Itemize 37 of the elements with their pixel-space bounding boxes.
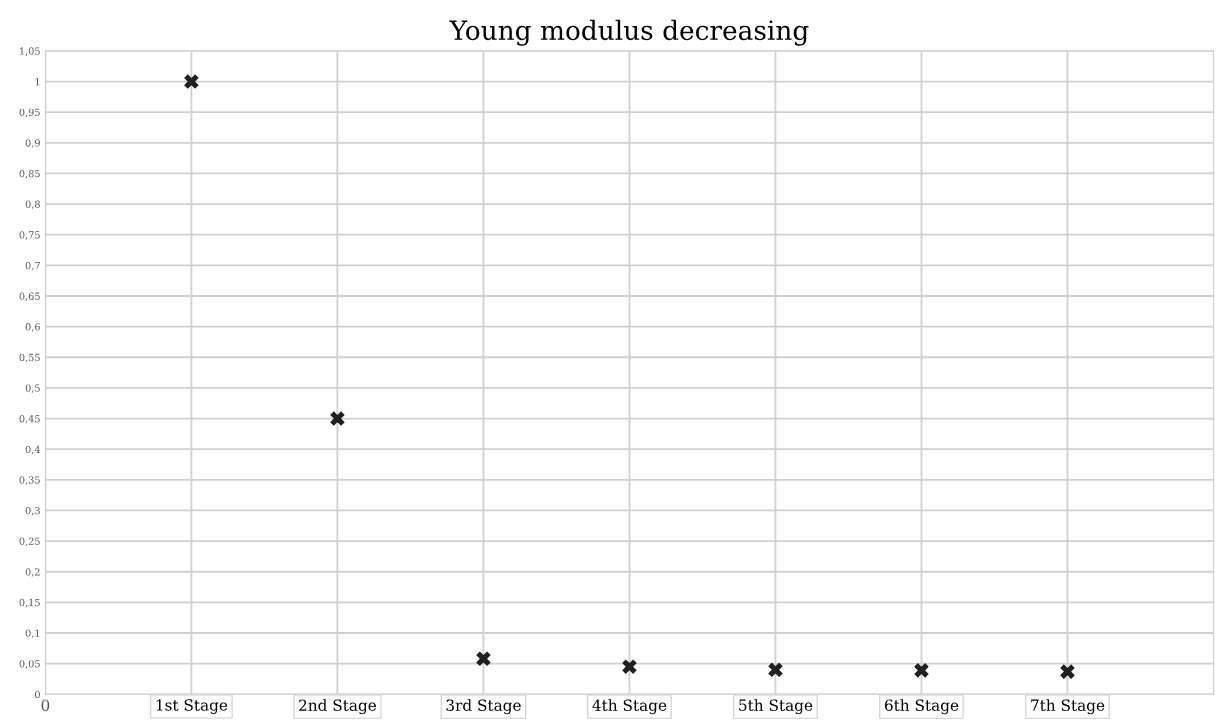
x-tick-label: 1st Stage xyxy=(156,699,228,714)
x-tick-label: 7th Stage xyxy=(1031,699,1105,715)
x-tick-label: 6th Stage xyxy=(884,699,959,715)
y-tick-label: 0,7 xyxy=(25,261,40,271)
y-tick-label: 0,2 xyxy=(25,568,40,577)
point xyxy=(184,74,199,89)
x-tick-label: 4th Stage xyxy=(592,699,667,715)
y-tick-label: 0,4 xyxy=(25,445,41,455)
y-tick-label: 0,15 xyxy=(19,598,40,608)
y-tick-label: 0,75 xyxy=(19,231,40,240)
y-tick-label: 0,5 xyxy=(25,384,40,393)
y-tick-label: 0,1 xyxy=(25,629,40,639)
point xyxy=(476,651,491,667)
y-tick-label: 0,55 xyxy=(19,353,40,363)
y-tick-label: 0,6 xyxy=(25,323,40,332)
y-tick-label: 0,8 xyxy=(25,200,40,210)
y-tick-label: 0,45 xyxy=(19,415,40,424)
y-tick-label: 1,05 xyxy=(20,47,40,56)
y-tick-label: 0,35 xyxy=(19,476,40,485)
y-tick-label: 0,85 xyxy=(19,169,40,179)
y-tick-label: 0,65 xyxy=(19,292,40,302)
x-tick-label: 3rd Stage xyxy=(446,699,521,715)
point xyxy=(1060,664,1075,679)
y-tick-label: 0 xyxy=(34,690,40,699)
y-tick-label: 0,95 xyxy=(19,108,40,118)
chart-title: Young modulus decreasing xyxy=(449,19,809,46)
y-tick-label: 0,25 xyxy=(19,537,40,547)
y-tick-label: 0,9 xyxy=(25,139,40,148)
y-tick-label: 0,3 xyxy=(25,506,40,516)
point xyxy=(914,663,929,678)
point xyxy=(330,411,345,426)
x-tick-label: 2nd Stage xyxy=(299,699,377,715)
y-tick-label: 1 xyxy=(35,78,40,86)
point xyxy=(622,659,637,674)
x-tick-label: 5th Stage xyxy=(739,699,813,715)
point xyxy=(768,662,783,678)
y-tick-label: 0,05 xyxy=(19,660,40,669)
